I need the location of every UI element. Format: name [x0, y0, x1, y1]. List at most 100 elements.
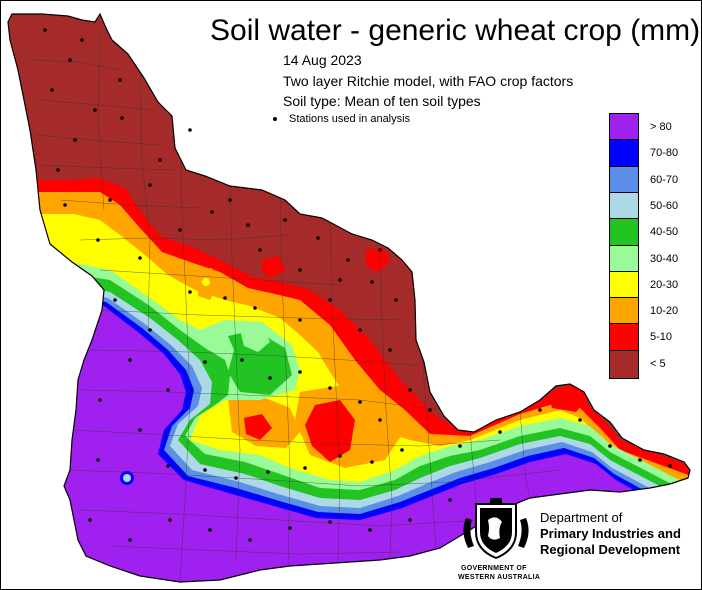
station-dot: [400, 448, 404, 452]
station-dot-icon: [273, 117, 277, 122]
station-dot: [113, 298, 117, 302]
station-dot: [128, 358, 132, 362]
stations-label: Stations used in analysis: [289, 113, 411, 125]
station-dot: [93, 108, 97, 112]
legend-swatch: [609, 270, 639, 300]
station-dot: [203, 468, 207, 472]
legend-label: > 80: [650, 121, 672, 133]
station-dot: [68, 58, 72, 62]
station-dot: [268, 376, 272, 380]
station-dot: [378, 248, 382, 252]
station-dot: [138, 428, 142, 432]
station-dot: [328, 520, 332, 524]
station-dot: [73, 138, 77, 142]
station-dot: [63, 203, 67, 207]
station-dot: [298, 318, 302, 322]
department-line-1: Department of: [540, 510, 623, 525]
station-dot: [298, 370, 302, 374]
station-dot: [88, 518, 92, 522]
station-dot: [498, 430, 502, 434]
legend-swatch: [609, 297, 639, 327]
station-dot: [168, 518, 172, 522]
station-dot: [370, 460, 374, 464]
department-line-2: Primary Industries and: [540, 526, 681, 541]
station-dot: [408, 388, 412, 392]
legend-label: 40-50: [650, 226, 679, 239]
station-dot: [298, 268, 302, 272]
station-dot: [223, 296, 227, 300]
station-dot: [266, 470, 270, 474]
legend-label: 10-20: [650, 305, 679, 318]
station-dot: [253, 306, 257, 310]
station-dot: [138, 256, 142, 260]
station-dot: [368, 528, 372, 532]
station-dot: [338, 278, 342, 282]
station-dot: [188, 290, 192, 294]
station-dot: [448, 498, 452, 502]
station-dot: [246, 223, 250, 227]
model-description: Two layer Ritchie model, with FAO crop f…: [283, 73, 574, 89]
station-dot: [43, 28, 47, 32]
legend-swatch: [609, 244, 639, 274]
station-dot: [148, 328, 152, 332]
legend-swatch: [609, 218, 639, 248]
soil-type-description: Soil type: Mean of ten soil types: [283, 93, 481, 109]
station-dot: [210, 210, 214, 214]
station-dot: [148, 183, 152, 187]
station-dot: [234, 476, 238, 480]
station-dot: [128, 538, 132, 542]
station-dot: [96, 458, 100, 462]
station-dot: [98, 398, 102, 402]
station-dot: [108, 198, 112, 202]
legend-swatch: [609, 323, 639, 353]
station-dot: [96, 238, 100, 242]
station-dot: [56, 168, 60, 172]
station-dot: [358, 328, 362, 332]
station-dot: [370, 280, 374, 284]
station-dot: [158, 158, 162, 162]
station-dot: [166, 464, 170, 468]
station-dot: [118, 78, 122, 82]
station-dot: [378, 418, 382, 422]
station-dot: [120, 116, 124, 120]
legend-label: 30-40: [650, 252, 679, 265]
station-dot: [538, 408, 542, 412]
station-dot: [328, 298, 332, 302]
station-dot: [328, 386, 332, 390]
station-dot: [388, 348, 392, 352]
legend-label: 20-30: [650, 278, 679, 291]
station-dot: [188, 128, 192, 132]
station-dot: [338, 454, 342, 458]
legend-label: 70-80: [650, 147, 679, 160]
station-dot: [178, 228, 182, 232]
station-dot: [240, 358, 244, 362]
wa-government-crest-icon: [463, 498, 529, 560]
station-dot: [208, 528, 212, 532]
legend-swatch: [609, 113, 639, 142]
station-dot: [608, 444, 612, 448]
station-dot: [668, 464, 672, 468]
legend-label: 60-70: [650, 173, 679, 186]
legend-label: < 5: [650, 357, 666, 370]
legend-swatch: [609, 139, 639, 169]
legend-label: 50-60: [650, 199, 679, 212]
station-dot: [283, 218, 287, 222]
station-dot: [166, 388, 170, 392]
station-dot: [428, 408, 432, 412]
station-dot: [408, 518, 412, 522]
government-line-1: GOVERNMENT OF: [461, 565, 527, 572]
legend-swatch: [609, 349, 639, 379]
station-dot: [578, 418, 582, 422]
map-title: Soil water - generic wheat crop (mm): [210, 14, 701, 47]
station-dot: [258, 248, 262, 252]
station-dot: [288, 526, 292, 530]
stations-legend: Stations used in analysis: [273, 113, 410, 125]
government-line-2: WESTERN AUSTRALIA: [458, 574, 541, 581]
station-dot: [203, 360, 207, 364]
department-line-3: Regional Development: [540, 542, 681, 557]
station-dot: [358, 400, 362, 404]
map-date: 14 Aug 2023: [283, 52, 362, 68]
legend-swatch: [609, 191, 639, 221]
legend-swatch: [609, 165, 639, 195]
